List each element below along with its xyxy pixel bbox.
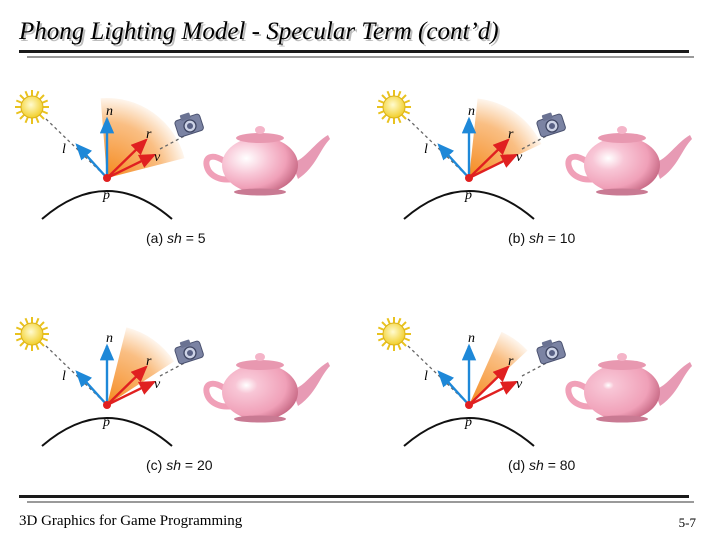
lighting-diagram: n l rv p (377, 317, 692, 447)
teapot-render (565, 353, 692, 423)
sun-icon (15, 90, 49, 124)
label-p: p (464, 188, 472, 203)
specular-lobe (469, 331, 528, 405)
surface-curve (41, 190, 173, 220)
caption-variable: sh (167, 230, 182, 246)
light-vector (437, 370, 470, 406)
lighting-diagram: n l rv p (15, 90, 330, 220)
caption-variable: sh (529, 457, 544, 473)
surface-curve (403, 417, 535, 447)
surface-curve (403, 190, 535, 220)
sun-icon (377, 317, 411, 351)
caption-tag: (d) (508, 457, 526, 473)
caption-tag: (a) (146, 230, 164, 246)
label-v: v (516, 150, 523, 165)
caption-value: = 5 (185, 230, 206, 246)
label-n: n (468, 331, 475, 346)
title-divider-shadow (27, 56, 694, 58)
specular-lobe (469, 98, 542, 178)
panel-d: n l r v p (d) sh = 80 (372, 312, 712, 487)
panel-caption: (d) sh = 80 (508, 457, 575, 473)
caption-variable: sh (166, 457, 182, 473)
view-vector (106, 380, 157, 407)
title-divider (19, 50, 689, 53)
reflection-vector (106, 138, 148, 179)
camera-icon (174, 339, 204, 365)
caption-value: = 20 (184, 457, 213, 473)
panel-caption: (b) sh = 10 (508, 230, 575, 246)
reflection-vector (468, 138, 510, 179)
view-vector (468, 153, 519, 180)
teapot-render (203, 353, 330, 423)
teapot-render (203, 126, 330, 196)
label-l: l (62, 369, 66, 384)
footer-course-title: 3D Graphics for Game Programming (19, 513, 243, 529)
label-v: v (154, 377, 161, 392)
view-vector (106, 153, 157, 180)
incident-ray (407, 345, 465, 401)
surface-point (465, 174, 473, 182)
specular-lobe (100, 98, 185, 178)
light-vector (75, 143, 108, 179)
incident-ray (407, 118, 465, 174)
surface-point (465, 401, 473, 409)
caption-tag: (c) (146, 457, 163, 473)
panel-a: n l r v p (a) sh = 5 (10, 85, 350, 260)
label-r: r (508, 127, 514, 142)
label-l: l (424, 369, 428, 384)
label-r: r (508, 354, 514, 369)
view-vector (468, 380, 519, 407)
caption-value: = 10 (547, 230, 576, 246)
label-p: p (102, 415, 110, 430)
specular-lobe (107, 327, 175, 405)
panel-caption: (c) sh = 20 (146, 457, 213, 473)
label-n: n (106, 331, 113, 346)
sun-icon (15, 317, 49, 351)
lighting-diagram: n l rv p (15, 317, 330, 447)
lighting-diagram: n l rv p (377, 90, 692, 220)
reflection-vector (106, 365, 148, 406)
caption-tag: (b) (508, 230, 526, 246)
camera-icon (536, 339, 566, 365)
panel-caption: (a) sh = 5 (146, 230, 206, 246)
caption-variable: sh (529, 230, 544, 246)
caption-value: = 80 (547, 457, 576, 473)
slide-title: Phong Lighting Model - Specular Term (co… (19, 18, 499, 45)
light-vector (75, 370, 108, 406)
reflection-vector (468, 365, 510, 406)
incident-ray (45, 345, 103, 401)
label-v: v (154, 150, 161, 165)
camera-icon (536, 112, 566, 138)
label-r: r (146, 127, 152, 142)
label-l: l (424, 142, 428, 157)
label-v: v (516, 377, 523, 392)
panel-b: n l r v p (b) sh = 10 (372, 85, 712, 260)
sun-icon (377, 90, 411, 124)
light-vector (437, 143, 470, 179)
footer-divider (19, 495, 689, 498)
camera-icon (174, 112, 204, 138)
incident-ray (45, 118, 103, 174)
surface-point (103, 174, 111, 182)
footer-divider-shadow (27, 501, 694, 503)
teapot-render (565, 126, 692, 196)
page-number: 5-7 (678, 515, 696, 530)
label-p: p (464, 415, 472, 430)
label-r: r (146, 354, 152, 369)
label-n: n (468, 104, 475, 119)
label-p: p (102, 188, 110, 203)
panel-c: n l r v p (c) sh = 20 (10, 312, 350, 487)
surface-point (103, 401, 111, 409)
surface-curve (41, 417, 173, 447)
label-n: n (106, 104, 113, 119)
label-l: l (62, 142, 66, 157)
